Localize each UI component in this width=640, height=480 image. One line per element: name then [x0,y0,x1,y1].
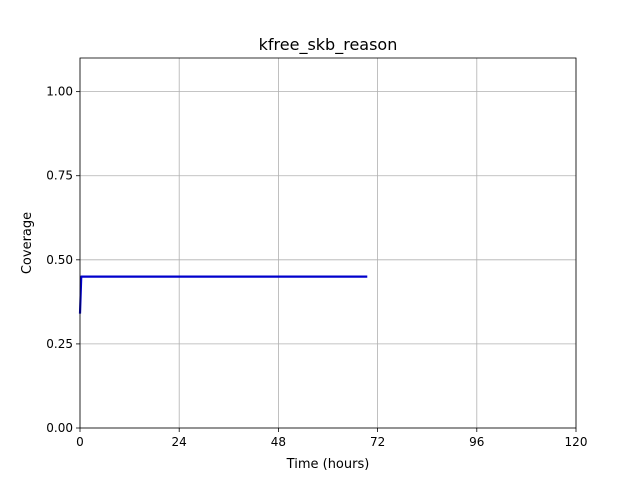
y-tick-label: 0.00 [46,421,73,435]
y-tick-label: 1.00 [46,85,73,99]
grid-layer [79,58,577,429]
plot-frame [79,57,577,429]
y-tick-label: 0.75 [46,169,73,183]
y-axis-label: Coverage [20,212,35,274]
y-tick-label: 0.25 [46,337,73,351]
x-tick-label: 48 [271,435,286,449]
chart-title: kfree_skb_reason [259,35,398,55]
x-tick-label: 0 [76,435,84,449]
tick-layer: 0 24 48 72 96 120 0.00 0.25 0.50 0.75 1.00 [46,85,587,449]
x-tick-label: 120 [565,435,588,449]
series-layer [78,275,368,314]
x-tick-label: 24 [172,435,187,449]
x-tick-label: 96 [469,435,484,449]
y-tick-label: 0.50 [46,253,73,267]
series-line-0 [78,275,368,314]
x-tick-label: 72 [370,435,385,449]
x-axis-label: Time (hours) [286,457,370,472]
